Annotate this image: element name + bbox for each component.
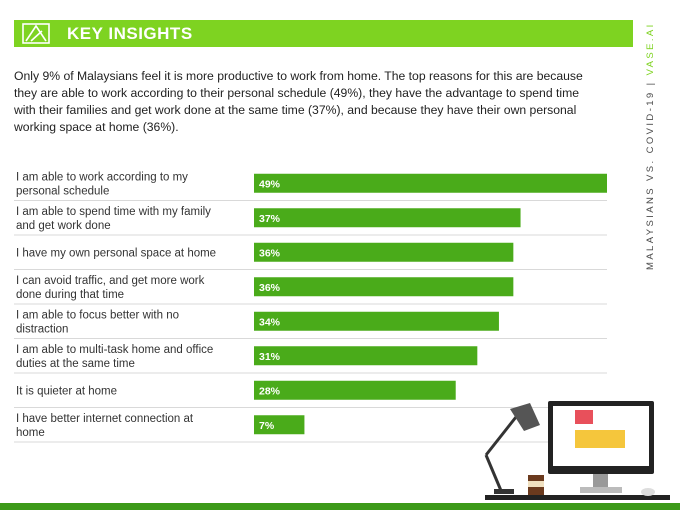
category-label: and get work done xyxy=(16,220,111,232)
bar xyxy=(254,242,514,262)
bar xyxy=(254,415,305,435)
data-label: 31% xyxy=(259,351,281,363)
data-label: 49% xyxy=(259,178,281,190)
category-label: I can avoid traffic, and get more work xyxy=(16,275,205,287)
intro-paragraph: Only 9% of Malaysians feel it is more pr… xyxy=(14,69,583,134)
category-label: I am able to work according to my xyxy=(16,171,188,183)
category-label: It is quieter at home xyxy=(16,385,117,397)
desk-illustration xyxy=(484,401,670,500)
category-label: I am able to spend time with my family xyxy=(16,206,211,218)
bar xyxy=(254,380,456,400)
header-banner: KEY INSIGHTS xyxy=(14,20,633,47)
data-label: 37% xyxy=(259,213,281,225)
bottom-bar xyxy=(0,503,680,510)
category-label: duties at the same time xyxy=(16,358,135,370)
bar xyxy=(254,208,521,228)
data-label: 7% xyxy=(259,420,275,432)
bar xyxy=(254,346,478,366)
data-label: 36% xyxy=(259,282,281,294)
category-label: I have better internet connection at xyxy=(16,413,194,425)
logo xyxy=(14,20,58,47)
category-label: I am able to focus better with no xyxy=(16,309,179,321)
data-label: 34% xyxy=(259,316,281,328)
category-label: I am able to multi-task home and office xyxy=(16,344,213,356)
category-label: personal schedule xyxy=(16,185,109,197)
page-title: KEY INSIGHTS xyxy=(67,24,193,43)
category-label: home xyxy=(16,427,45,439)
data-label: 36% xyxy=(259,247,281,259)
logo-icon xyxy=(22,23,50,44)
category-label: distraction xyxy=(16,323,68,335)
bar xyxy=(254,173,607,193)
data-label: 28% xyxy=(259,385,281,397)
category-label: done during that time xyxy=(16,289,124,301)
bar xyxy=(254,311,499,331)
bar xyxy=(254,277,514,297)
category-label: I have my own personal space at home xyxy=(16,247,216,259)
